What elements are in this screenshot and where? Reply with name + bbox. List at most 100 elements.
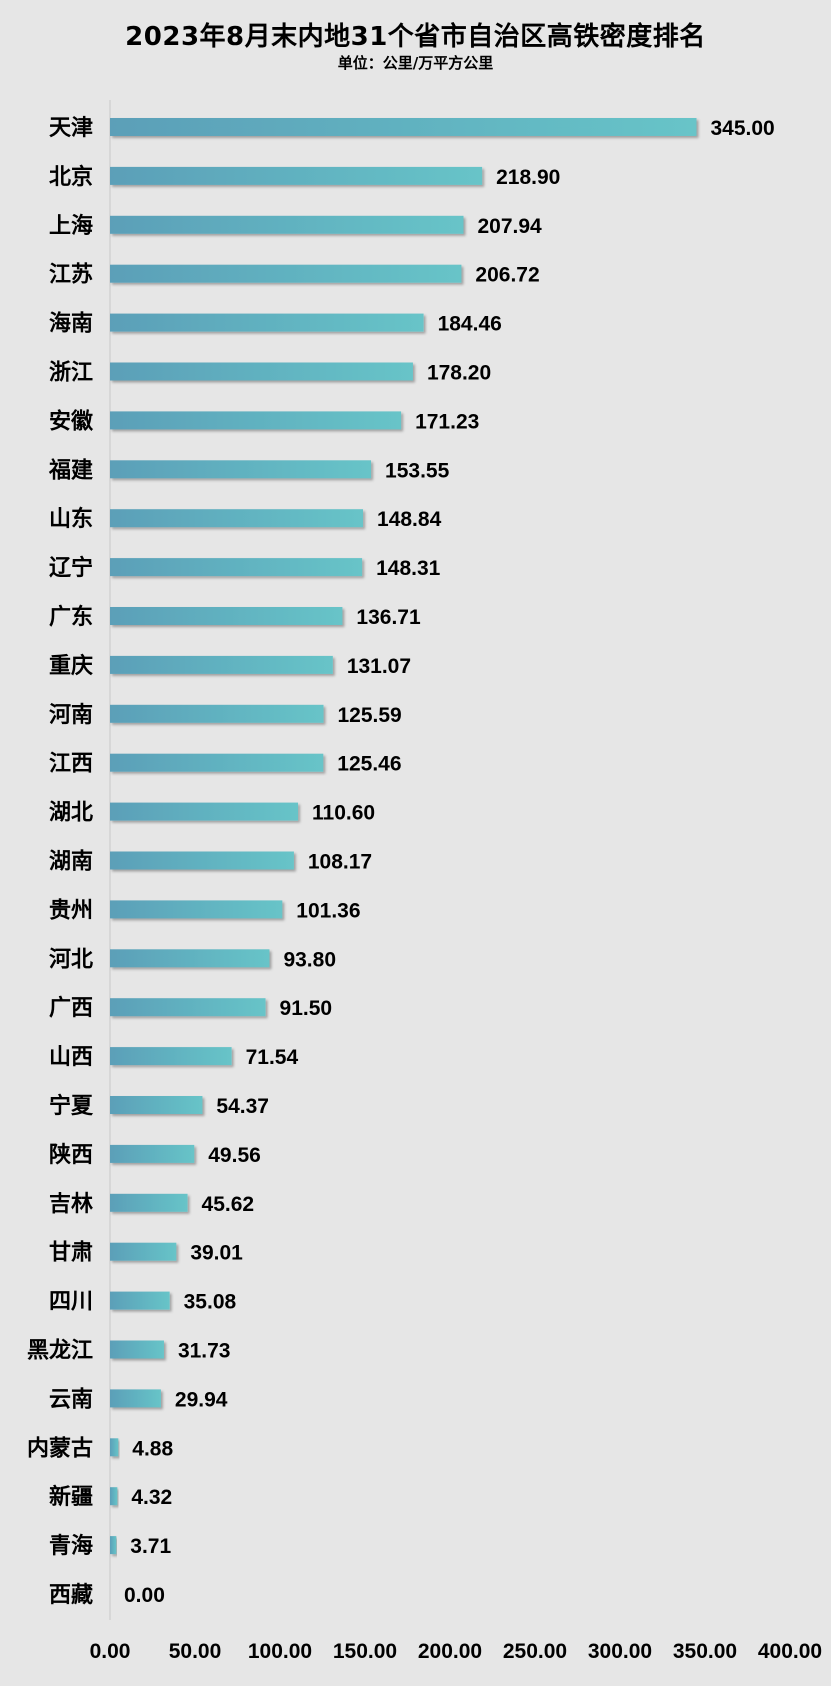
bar: [110, 655, 333, 674]
bar: [110, 411, 402, 430]
data-label: 93.80: [283, 948, 336, 971]
data-label: 101.36: [296, 899, 360, 922]
labels-layer: 天津 345.00 北京 218.90 上海 207.94 江苏 206.72 海南 184.46…: [27, 115, 775, 1608]
category-label: 辽宁: [49, 555, 93, 581]
data-label: 207.94: [477, 215, 542, 238]
x-tick-label: 300.00: [588, 1640, 652, 1663]
category-label: 湖南: [49, 850, 93, 875]
data-label: 125.46: [337, 753, 401, 776]
bar: [110, 166, 483, 185]
data-label: 49.56: [208, 1144, 261, 1167]
data-label: 148.84: [377, 508, 442, 531]
bar: [110, 998, 266, 1017]
bar: [110, 607, 343, 625]
bar: [110, 313, 424, 332]
x-tick-label: 50.00: [169, 1640, 222, 1663]
category-label: 河北: [49, 947, 93, 972]
data-label: 171.23: [415, 410, 479, 433]
bar: [110, 362, 413, 381]
bar: [110, 1340, 164, 1359]
x-tick-label: 0.00: [90, 1640, 131, 1663]
x-tick-label: 100.00: [248, 1640, 312, 1663]
x-tick-label: 400.00: [758, 1640, 822, 1663]
data-label: 184.46: [438, 313, 502, 336]
category-label: 四川: [49, 1290, 93, 1315]
data-label: 108.17: [308, 851, 372, 874]
bar: [110, 1536, 117, 1555]
bar: [110, 1487, 118, 1506]
category-label: 河南: [49, 703, 93, 728]
data-label: 206.72: [475, 264, 539, 287]
category-label: 广东: [49, 604, 93, 630]
bar: [110, 1096, 203, 1114]
x-tick-label: 250.00: [503, 1640, 567, 1663]
data-label: 45.62: [202, 1193, 255, 1216]
category-label: 安徽: [49, 408, 94, 434]
data-label: 148.31: [376, 557, 441, 580]
data-label: 345.00: [711, 117, 775, 140]
category-label: 重庆: [49, 653, 93, 679]
category-label: 浙江: [49, 361, 93, 386]
data-label: 71.54: [246, 1046, 299, 1069]
category-label: 广西: [49, 995, 93, 1021]
ticks-layer: 0.00 50.00 100.00 150.00 200.00 250.00 300.00 3…: [90, 1640, 823, 1663]
bar: [110, 118, 697, 136]
category-label: 上海: [49, 213, 93, 239]
bar: [110, 753, 324, 772]
bar: [110, 558, 363, 577]
bars-layer: [110, 118, 697, 1555]
data-label: 91.50: [280, 997, 333, 1020]
category-label: 宁夏: [49, 1093, 94, 1119]
data-label: 178.20: [427, 362, 491, 385]
bar: [110, 264, 462, 283]
x-tick-label: 150.00: [333, 1640, 397, 1663]
data-label: 3.71: [130, 1535, 171, 1558]
bar: [110, 851, 294, 870]
bar: [110, 1291, 170, 1310]
data-label: 39.01: [190, 1242, 243, 1265]
bar: [110, 509, 364, 528]
data-label: 125.59: [338, 704, 402, 727]
bar: [110, 215, 464, 234]
category-label: 福建: [48, 458, 93, 483]
chart-title: 2023年8月末内地31个省市自治区高铁密度排名: [125, 22, 706, 52]
category-label: 陕西: [49, 1143, 93, 1168]
bar: [110, 949, 270, 968]
data-label: 153.55: [385, 459, 450, 482]
data-label: 0.00: [124, 1584, 165, 1607]
bar: [110, 1438, 119, 1457]
category-label: 山东: [49, 506, 93, 532]
data-label: 29.94: [175, 1388, 228, 1411]
data-label: 136.71: [356, 606, 421, 629]
category-label: 黑龙江: [27, 1339, 93, 1364]
bar: [110, 1047, 232, 1066]
data-label: 35.08: [184, 1291, 237, 1314]
data-label: 4.32: [131, 1486, 172, 1509]
bar: [110, 1242, 177, 1261]
category-label: 西藏: [49, 1583, 93, 1608]
data-label: 31.73: [178, 1340, 231, 1363]
category-label: 北京: [49, 164, 93, 190]
category-label: 贵州: [49, 898, 93, 923]
category-label: 天津: [49, 115, 93, 141]
bar: [110, 704, 324, 723]
x-tick-label: 350.00: [673, 1640, 737, 1663]
bar: [110, 1389, 161, 1408]
data-label: 218.90: [496, 166, 560, 189]
data-label: 4.88: [132, 1437, 173, 1460]
data-label: 54.37: [216, 1095, 269, 1118]
bar: [110, 802, 299, 821]
category-label: 海南: [49, 311, 93, 337]
category-label: 江苏: [49, 262, 93, 288]
data-label: 131.07: [347, 655, 411, 678]
category-label: 内蒙古: [27, 1435, 93, 1461]
category-label: 甘肃: [49, 1240, 93, 1266]
bar: [110, 900, 283, 919]
bar: [110, 460, 372, 479]
bar: [110, 1144, 195, 1163]
category-label: 山西: [49, 1045, 93, 1070]
category-label: 云南: [49, 1387, 93, 1412]
category-label: 吉林: [49, 1191, 93, 1217]
